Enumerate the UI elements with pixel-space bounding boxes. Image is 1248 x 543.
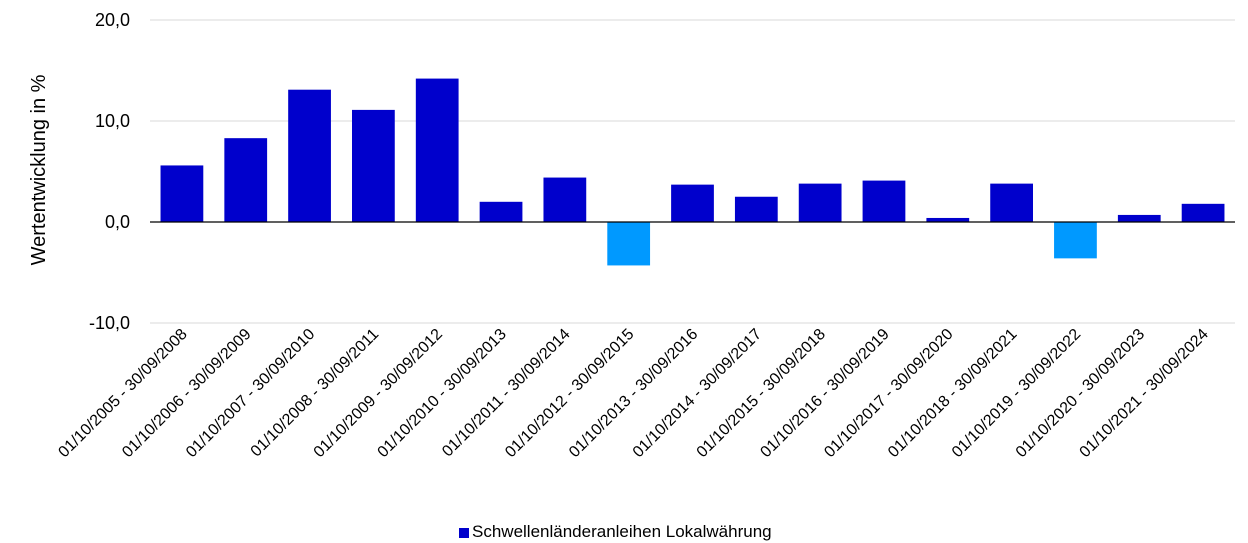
x-tick-label: 01/10/2015 - 30/09/2018 [694, 326, 829, 461]
bar [352, 109, 395, 222]
bar [160, 165, 204, 222]
x-tick-label: 01/10/2013 - 30/09/2016 [566, 326, 701, 461]
x-tick-label: 01/10/2014 - 30/09/2017 [630, 326, 765, 461]
bar [671, 184, 714, 222]
x-tick-label: 01/10/2005 - 30/09/2008 [55, 326, 190, 461]
y-tick-label: 0,0 [105, 212, 130, 232]
bar [415, 78, 459, 222]
x-tick-label: 01/10/2018 - 30/09/2021 [885, 326, 1020, 461]
bar [798, 183, 842, 222]
legend-label: Schwellenländeranleihen Lokalwährung [472, 522, 772, 541]
y-axis-ticks: -10,0 0,0 10,0 20,0 [89, 10, 130, 333]
y-tick-label: -10,0 [89, 313, 130, 333]
x-tick-label: 01/10/2010 - 30/09/2013 [375, 326, 510, 461]
bar [543, 177, 587, 222]
bar [990, 183, 1033, 222]
y-tick-label: 10,0 [95, 111, 130, 131]
bar [224, 138, 268, 222]
x-tick-label: 01/10/2017 - 30/09/2020 [821, 326, 956, 461]
y-axis-title: Wertentwicklung in % [28, 74, 50, 265]
bar [1117, 214, 1161, 222]
bar [926, 217, 970, 222]
x-tick-label: 01/10/2016 - 30/09/2019 [757, 326, 892, 461]
bar [607, 222, 651, 266]
bar [1181, 203, 1225, 222]
x-tick-label: 01/10/2008 - 30/09/2011 [248, 326, 383, 461]
x-tick-label: 01/10/2007 - 30/09/2010 [183, 326, 318, 461]
legend: Schwellenländeranleihen Lokalwährung [459, 522, 772, 541]
x-tick-label: 01/10/2011 - 30/09/2014 [439, 326, 574, 461]
x-tick-label: 01/10/2021 - 30/09/2024 [1077, 326, 1212, 461]
x-tick-label: 01/10/2012 - 30/09/2015 [502, 326, 637, 461]
bars [160, 78, 1225, 266]
x-tick-label: 01/10/2019 - 30/09/2022 [949, 326, 1084, 461]
y-tick-label: 20,0 [95, 10, 130, 30]
x-tick-label: 01/10/2009 - 30/09/2012 [311, 326, 446, 461]
bar [862, 180, 906, 222]
legend-swatch [459, 528, 469, 538]
bar [734, 196, 778, 222]
bar [288, 89, 331, 222]
bar [1054, 222, 1097, 259]
x-tick-label: 01/10/2006 - 30/09/2009 [119, 326, 254, 461]
bar [479, 201, 523, 222]
x-tick-label: 01/10/2020 - 30/09/2023 [1013, 326, 1148, 461]
